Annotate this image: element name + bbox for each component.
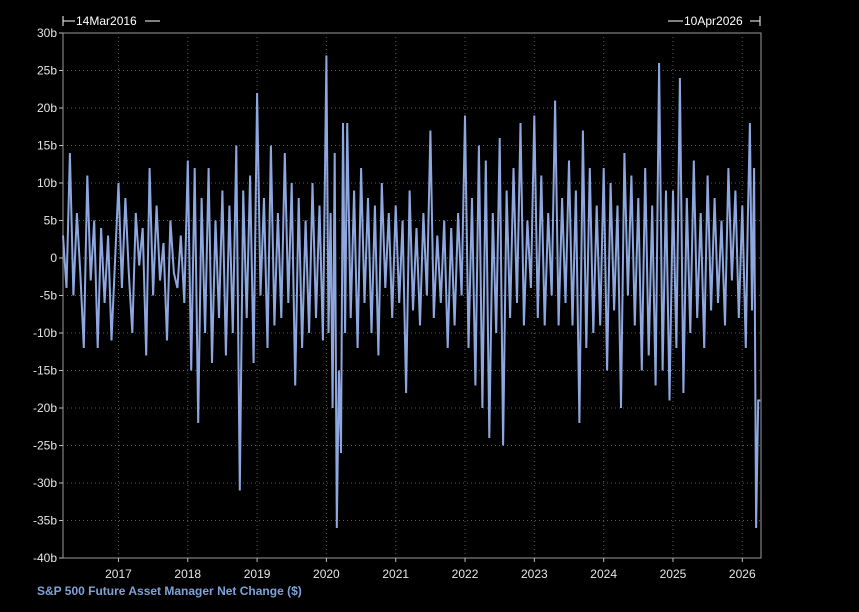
x-tick-label: 2021 (382, 567, 409, 581)
chart-title: S&P 500 Future Asset Manager Net Change … (37, 584, 302, 598)
y-tick-label: 5b (44, 214, 58, 228)
x-tick-label: 2026 (729, 567, 756, 581)
x-axis: 2017 2018 2019 2020 2021 2022 2023 2024 2025 2026 (105, 558, 756, 581)
y-tick-label: -15b (33, 364, 57, 378)
y-tick-label: 10b (37, 176, 57, 190)
x-tick-label: 2022 (452, 567, 479, 581)
y-tick-label: -5b (40, 289, 58, 303)
x-tick-label: 2017 (105, 567, 132, 581)
x-tick-label: 2023 (521, 567, 548, 581)
series-line (62, 55, 761, 529)
y-axis: 30b 25b 20b 15b 10b 5b 0 -5b -10b -15b -20b -25b -30… (33, 26, 63, 565)
y-tick-label: -20b (33, 401, 57, 415)
x-tick-label: 2020 (313, 567, 340, 581)
y-tick-label: -40b (33, 551, 57, 565)
y-tick-label: -30b (33, 476, 57, 490)
y-tick-label: 30b (37, 26, 57, 40)
y-tick-label: -10b (33, 326, 57, 340)
gridlines (63, 33, 761, 558)
start-date-label: 14Mar2016 (76, 14, 137, 28)
date-range-marker: 14Mar2016 10Apr2026 (62, 14, 761, 28)
series-layer (62, 55, 761, 529)
y-tick-label: 20b (37, 101, 57, 115)
y-tick-label: 15b (37, 139, 57, 153)
end-date-label: 10Apr2026 (684, 14, 743, 28)
x-tick-label: 2024 (590, 567, 617, 581)
y-tick-label: -25b (33, 439, 57, 453)
x-tick-label: 2019 (244, 567, 271, 581)
x-tick-label: 2025 (660, 567, 687, 581)
y-tick-label: -35b (33, 514, 57, 528)
x-tick-label: 2018 (174, 567, 201, 581)
y-tick-label: 25b (37, 64, 57, 78)
y-tick-label: 0 (50, 251, 57, 265)
